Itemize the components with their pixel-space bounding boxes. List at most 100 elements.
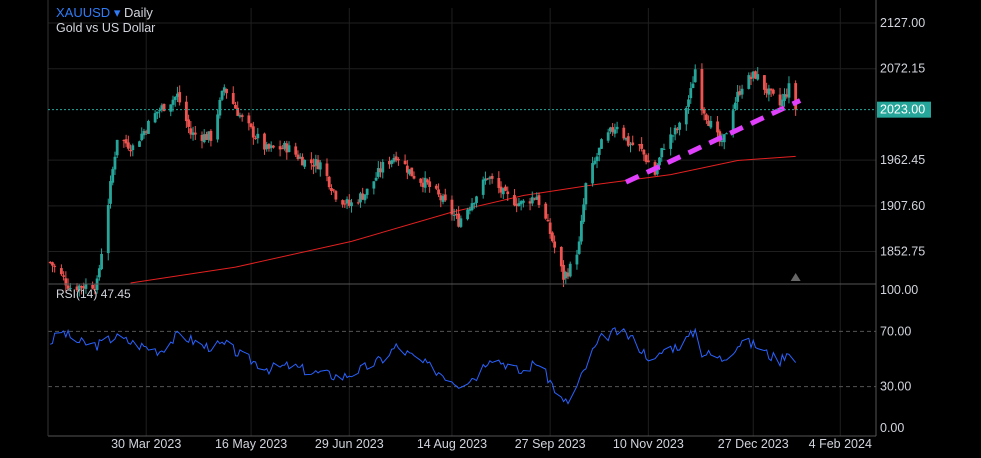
candle-body [486,178,490,180]
candle-body [238,115,242,117]
candle-body [443,194,447,201]
candle [158,107,161,118]
candle [318,160,322,177]
candle [452,208,456,221]
candle-body [481,179,485,195]
candle-body [408,169,411,175]
candle-body [722,134,726,143]
time-tick-label: 27 Dec 2023 [718,437,789,451]
candle [582,198,586,225]
candle [419,177,423,187]
time-tick-label: 27 Sep 2023 [515,437,586,451]
candle-body [642,149,646,155]
candle [466,207,469,221]
candle [62,271,66,281]
candle [426,178,429,185]
candle [767,84,771,102]
candle [787,76,791,104]
candle-body [178,92,182,103]
candle [546,213,550,222]
candle-body [457,213,461,227]
symbol-dropdown-icon[interactable]: ▾ [113,5,121,20]
candle-body [347,199,351,206]
candle [568,261,572,278]
candle [109,175,112,209]
time-tick-label: 29 Jun 2023 [315,437,384,451]
candle-body [691,83,695,89]
candle-body [702,108,706,114]
candle [231,86,235,105]
candle [506,186,510,201]
candle-body [225,88,228,94]
candle [345,196,349,210]
trendline-layer[interactable] [624,98,802,185]
candle-body [437,189,440,195]
candle-body [298,156,302,159]
candle [209,129,213,147]
candle-body [497,178,501,188]
candle-body [580,220,583,242]
candle-body [207,131,211,140]
candle-body [272,145,275,148]
candle [138,140,141,147]
candle-body [138,141,141,147]
candle-body [93,288,97,290]
candle-body [733,102,737,109]
candle-body [530,197,534,204]
candle-body [597,147,601,156]
candle [691,76,695,89]
candle-body [780,99,784,107]
candle [155,111,159,120]
candle-body [749,76,753,79]
candle-body [278,146,282,150]
marker-triangle-icon [790,273,801,281]
rsi-tick-label: 100.00 [880,283,918,297]
candle-body [521,200,525,203]
candle [675,127,679,134]
candle [173,96,177,107]
candle [309,152,313,170]
candle [238,112,242,119]
chart-header[interactable]: XAUUSD ▾ Daily [56,4,153,21]
candle-body [234,104,237,109]
candle [497,171,501,194]
candle-body [405,165,409,173]
candle-body [700,69,704,111]
candle [423,171,427,193]
candle-body [624,137,628,140]
candle [700,63,704,116]
candle [254,135,257,140]
candle-body [330,187,333,192]
candle [381,159,385,179]
candle-body [191,132,195,135]
candle [75,283,79,292]
symbol-label[interactable]: XAUUSD [56,5,111,20]
candle [160,103,164,113]
price-tick-label: 2072.15 [880,62,925,76]
candle-body [704,114,708,121]
candle [704,113,708,124]
candle-body [434,185,438,189]
candle [332,188,336,193]
candle [450,195,454,221]
candle [622,124,626,141]
candle-body [100,253,103,270]
candle-body [372,181,376,189]
candle-body [638,144,641,146]
candle-body [769,88,773,91]
time-tick-label: 30 Mar 2023 [111,437,181,451]
candle-body [765,88,769,94]
candle [769,88,773,97]
candle-body [519,201,523,205]
candle [314,154,318,173]
candle [428,177,432,193]
candle [548,218,552,239]
timeframe-label[interactable]: Daily [123,5,153,20]
rsi-value: 47.45 [100,287,131,301]
trendline [624,98,802,185]
candle-body [535,196,539,200]
candle [129,144,132,157]
candle-body [517,203,521,207]
